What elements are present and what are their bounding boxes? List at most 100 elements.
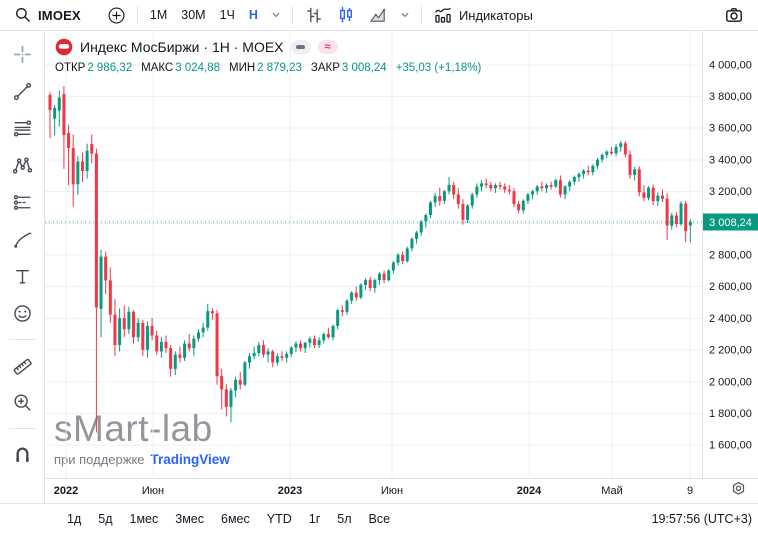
range-1г-button[interactable]: 1г — [308, 512, 321, 526]
svg-text:Июн: Июн — [381, 485, 403, 497]
moex-logo-icon — [55, 38, 73, 56]
crosshair-tool-button[interactable] — [5, 38, 39, 71]
watermark: sMart-lab при поддержке TradingView — [54, 408, 230, 467]
text-icon — [15, 270, 29, 284]
timeframe-group: 1М 30М 1Ч Н — [143, 2, 287, 28]
bars-style-icon — [307, 7, 321, 23]
legend-wave-button[interactable]: ≈ — [317, 40, 338, 54]
long-position-icon — [13, 195, 31, 210]
toolbar-divider — [420, 6, 422, 24]
bars-style-button[interactable] — [298, 2, 330, 28]
svg-text:2 600,00: 2 600,00 — [709, 281, 752, 293]
svg-text:3 200,00: 3 200,00 — [709, 186, 752, 198]
tradingview-link[interactable]: TradingView — [150, 451, 230, 467]
top-toolbar: IMOEX 1М 30М 1Ч Н Индикаторы — [0, 0, 758, 31]
area-style-icon — [370, 8, 386, 22]
range-5л-button[interactable]: 5л — [337, 512, 352, 526]
range-1мес-button[interactable]: 1мес — [129, 512, 159, 526]
range-Все-button[interactable]: Все — [368, 512, 391, 526]
legend-title[interactable]: Индекс МосБиржи · 1Н · MOEX — [80, 39, 284, 55]
timeframe-30М-button[interactable]: 30М — [181, 8, 206, 22]
wave-icon: ≈ — [324, 40, 331, 53]
minus-icon — [296, 45, 306, 49]
time-axis[interactable]: 2022 Июн 2023 Июн 2024 Май 9 — [54, 485, 693, 497]
zoom-in-tool-button[interactable] — [5, 386, 39, 419]
date-range-group: 1д 5д 1мес 3мес 6мес YTD 1г 5л Все — [60, 509, 397, 529]
indicators-icon — [435, 7, 451, 23]
grid — [45, 31, 702, 478]
timeframe-Н-button[interactable]: Н — [248, 8, 258, 22]
svg-text:2024: 2024 — [517, 485, 542, 497]
candles-style-icon — [339, 6, 352, 23]
clock[interactable]: 19:57:56 (UTC+3) — [651, 512, 752, 526]
chart-pane[interactable]: sMart-lab при поддержке TradingView 4 00… — [45, 31, 758, 503]
plus-circle-icon — [108, 7, 125, 23]
text-tool-button[interactable] — [5, 260, 39, 293]
range-6мес-button[interactable]: 6мес — [221, 512, 250, 526]
svg-text:3 800,00: 3 800,00 — [709, 91, 752, 103]
chevron-down-icon — [272, 12, 280, 18]
svg-text:2023: 2023 — [278, 485, 302, 497]
svg-text:2 000,00: 2 000,00 — [709, 376, 752, 388]
screenshot-button[interactable] — [718, 2, 750, 28]
candlesticks — [48, 86, 692, 433]
add-symbol-button[interactable] — [101, 2, 132, 28]
indicators-button[interactable]: Индикаторы — [427, 2, 539, 28]
axis-settings-gear-icon[interactable] — [732, 481, 745, 495]
timeframe-1М-button[interactable]: 1М — [149, 8, 168, 22]
svg-text:3 400,00: 3 400,00 — [709, 154, 752, 166]
search-icon — [16, 8, 30, 22]
long-position-tool-button[interactable] — [5, 186, 39, 219]
zoom-in-icon — [13, 394, 31, 411]
area-style-button[interactable] — [362, 2, 394, 28]
magnet-tool-button[interactable] — [5, 438, 39, 471]
price-chart-canvas[interactable]: 4 000,00 3 800,00 3 600,00 3 400,00 3 200,00… — [45, 31, 758, 503]
symbol-name: IMOEX — [38, 7, 81, 23]
toolbar-divider — [9, 339, 35, 340]
ohlc-макс: МАКС 3 024,88 — [141, 62, 220, 74]
emoji-icon — [13, 305, 31, 322]
ruler-tool-button[interactable] — [5, 349, 39, 382]
trend-line-tool-button[interactable] — [5, 75, 39, 108]
magnet-icon — [15, 447, 29, 463]
toolbar-divider — [291, 6, 293, 24]
svg-text:9: 9 — [687, 485, 693, 497]
timeframe-menu-button[interactable] — [265, 2, 287, 28]
last-price-label — [703, 213, 758, 231]
range-3мес-button[interactable]: 3мес — [175, 512, 204, 526]
camera-icon — [726, 8, 742, 22]
svg-text:2 800,00: 2 800,00 — [709, 250, 752, 262]
watermark-brand: sMart-lab — [54, 408, 213, 449]
ohlc-откр: ОТКР 2 986,32 — [55, 62, 133, 74]
fib-retracement-tool-button[interactable] — [5, 112, 39, 145]
ohlc-мин: МИН 2 879,23 — [229, 62, 302, 74]
legend-hide-button[interactable] — [290, 40, 311, 54]
range-YTD-button[interactable]: YTD — [266, 512, 292, 526]
chevron-down-icon — [401, 12, 409, 18]
watermark-powered-by: при поддержке — [54, 451, 145, 467]
xabcd-pattern-icon — [12, 157, 32, 174]
fib-retracement-icon — [13, 120, 31, 137]
range-1д-button[interactable]: 1д — [67, 512, 82, 526]
indicators-label: Индикаторы — [458, 7, 533, 23]
candles-style-button[interactable] — [330, 2, 362, 28]
svg-text:3 600,00: 3 600,00 — [709, 123, 752, 135]
svg-text:3 008,24: 3 008,24 — [709, 217, 752, 229]
price-axis[interactable]: 4 000,00 3 800,00 3 600,00 3 400,00 3 200,00… — [709, 59, 752, 451]
xabcd-pattern-tool-button[interactable] — [5, 149, 39, 182]
svg-text:1 600,00: 1 600,00 — [709, 440, 752, 452]
svg-text:4 000,00: 4 000,00 — [709, 59, 752, 71]
ruler-icon — [13, 358, 32, 375]
symbol-search-button[interactable]: IMOEX — [8, 2, 87, 28]
toolbar-divider — [9, 428, 35, 429]
emoji-tool-button[interactable] — [5, 297, 39, 330]
svg-text:2 400,00: 2 400,00 — [709, 313, 752, 325]
change-value: +35,03 (+1,18%) — [395, 62, 482, 74]
ohlc-закр: ЗАКР 3 008,24 — [310, 62, 387, 74]
brush-tool-button[interactable] — [5, 223, 39, 256]
bottom-toolbar: 1д 5д 1мес 3мес 6мес YTD 1г 5л Все 19:57:56 (UTC… — [0, 503, 758, 534]
range-5д-button[interactable]: 5д — [98, 512, 113, 526]
chart-style-menu-button[interactable] — [394, 2, 416, 28]
timeframe-1Ч-button[interactable]: 1Ч — [219, 8, 235, 22]
svg-text:1 800,00: 1 800,00 — [709, 408, 752, 420]
